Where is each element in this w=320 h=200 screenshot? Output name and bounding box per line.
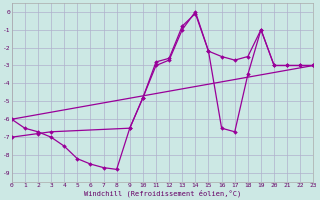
X-axis label: Windchill (Refroidissement éolien,°C): Windchill (Refroidissement éolien,°C) [84,190,241,197]
